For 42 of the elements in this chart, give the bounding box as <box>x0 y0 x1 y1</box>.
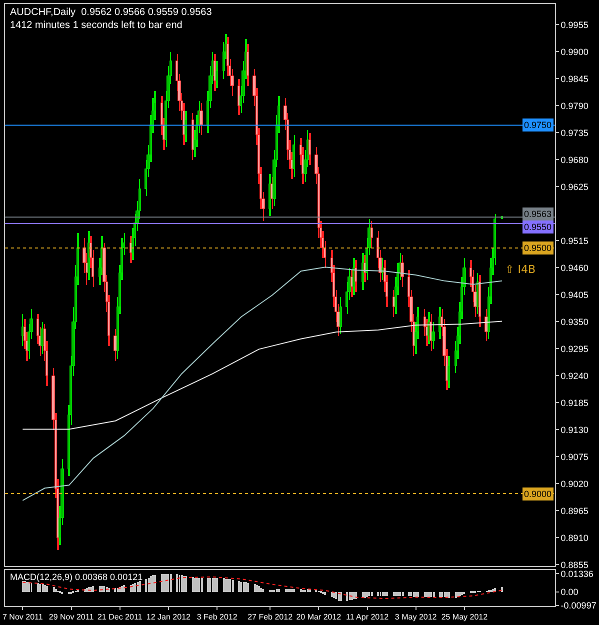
y-tick-label: 0.01336 <box>560 568 594 579</box>
chart-title: AUDCHF,Daily 0.9562 0.9566 0.9559 0.9563 <box>10 7 212 18</box>
y-tick-label: 0.9185 <box>560 398 588 408</box>
y-tick-label: 0.9405 <box>560 290 588 300</box>
x-tick-label: 12 Jan 2012 <box>146 612 192 622</box>
y-tick-label: 0.8965 <box>560 506 588 516</box>
x-tick-label: 3 May 2012 <box>394 612 438 622</box>
ref-line-label: 0.9550 <box>524 222 552 232</box>
x-tick-label: 29 Nov 2011 <box>48 612 94 622</box>
y-tick-label: 0.00 <box>560 586 578 597</box>
y-tick-label: 0.9295 <box>560 344 588 354</box>
x-tick-label: 27 Feb 2012 <box>248 612 294 622</box>
x-tick-label: 20 Mar 2012 <box>296 612 342 622</box>
x-tick-label: 3 Feb 2012 <box>196 612 238 622</box>
y-tick-label: 0.9900 <box>560 46 588 57</box>
x-tick-label: 7 Nov 2011 <box>2 612 44 622</box>
y-tick-label: 0.9515 <box>560 236 588 246</box>
y-tick-label: 0.9130 <box>560 424 588 435</box>
y-tick-label: 0.9240 <box>560 370 588 381</box>
y-tick-label: 0.9845 <box>560 74 588 84</box>
chart-title: MACD(12,26,9) 0.00368 0.00121 <box>10 572 143 582</box>
ref-line-label: 0.9500 <box>524 243 552 253</box>
x-tick-label: 11 Apr 2012 <box>346 612 390 622</box>
y-tick-label: 0.9955 <box>560 20 588 30</box>
y-tick-label: 0.9680 <box>560 154 588 165</box>
y-tick-label: 0.9460 <box>560 262 588 273</box>
text: 1412 minutes 1 seconds left to bar end <box>10 20 182 31</box>
y-tick-label: 0.9790 <box>560 100 588 111</box>
y-tick-label: 0.9625 <box>560 182 588 192</box>
y-tick-label: 0.8910 <box>560 532 588 543</box>
y-tick-label: 0.9350 <box>560 316 588 327</box>
y-tick-label: 0.9735 <box>560 128 588 138</box>
ref-line-label: 0.9750 <box>524 120 552 130</box>
y-tick-label: -0.00997 <box>560 600 596 610</box>
ref-line-label: 0.9563 <box>524 209 552 219</box>
annotation: ⇧ I4B <box>505 263 536 276</box>
x-tick-label: 21 Dec 2011 <box>97 612 143 622</box>
y-tick-label: 0.9075 <box>560 452 588 462</box>
y-tick-label: 0.9020 <box>560 478 588 489</box>
ref-line-label: 0.9000 <box>524 489 552 499</box>
x-tick-label: 25 May 2012 <box>441 612 488 622</box>
y-tick-label: 0.8855 <box>560 560 588 570</box>
